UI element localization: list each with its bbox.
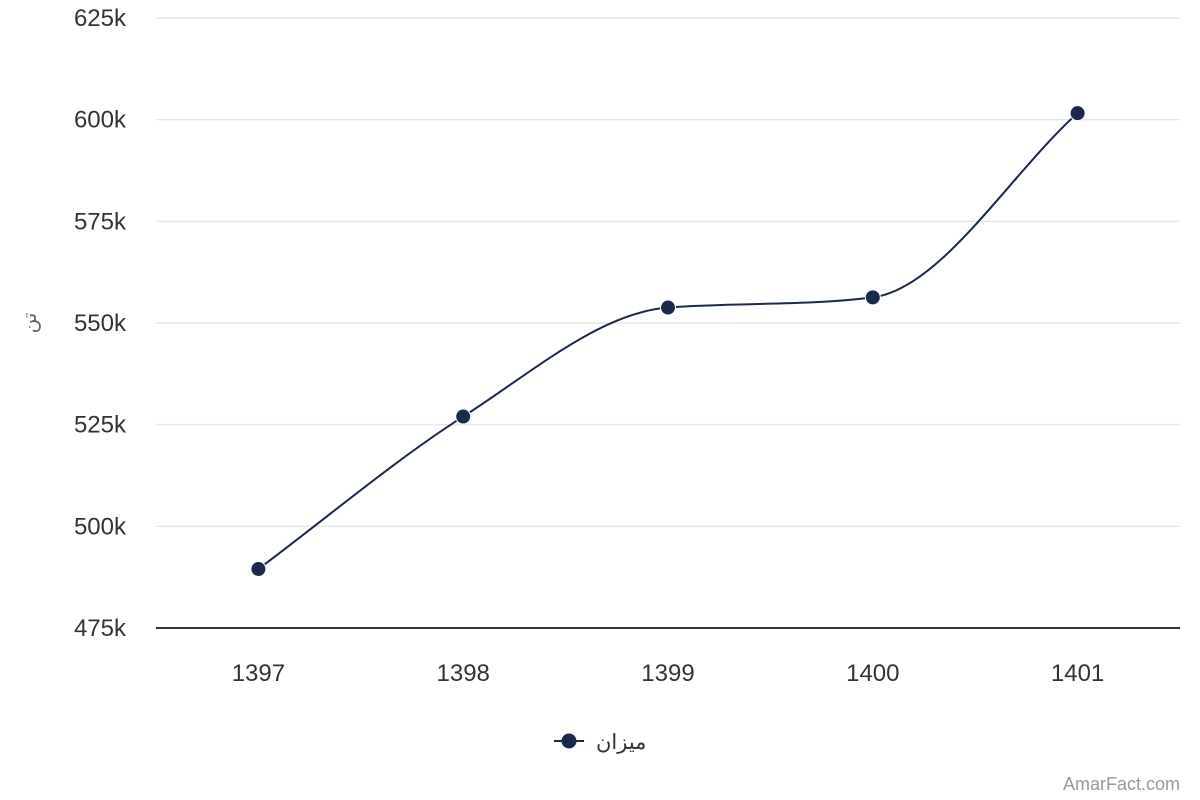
x-tick-label: 1400 [846,660,899,687]
y-tick-label: 550k [74,310,127,337]
x-tick-label: 1398 [437,660,490,687]
y-axis-label: تن [17,313,41,334]
x-tick-label: 1401 [1051,660,1104,687]
y-tick-label: 475k [74,615,127,642]
data-point[interactable] [1069,105,1086,122]
y-tick-label: 625k [74,5,127,32]
y-tick-label: 500k [74,513,127,540]
legend-marker-swatch [561,733,577,749]
x-tick-label: 1399 [641,660,694,687]
series-line [257,112,1079,570]
legend[interactable]: میزان [554,730,646,754]
y-tick-label: 575k [74,208,127,235]
x-tick-label: 1397 [232,660,285,687]
data-point[interactable] [864,289,881,306]
legend-series-label: میزان [596,730,646,754]
credit-text[interactable]: AmarFact.com [1063,774,1180,794]
data-point[interactable] [660,299,676,316]
y-axis-ticks: 475k 500k 525k 550k 575k 600k 625k [74,5,127,642]
y-tick-label: 600k [74,107,127,134]
data-point[interactable] [250,561,267,578]
y-tick-label: 525k [74,412,127,439]
series-layer [250,105,1086,578]
gridlines [156,17,1180,528]
data-point[interactable] [455,408,472,425]
x-axis-ticks: 1397 1398 1399 1400 1401 [232,660,1105,687]
